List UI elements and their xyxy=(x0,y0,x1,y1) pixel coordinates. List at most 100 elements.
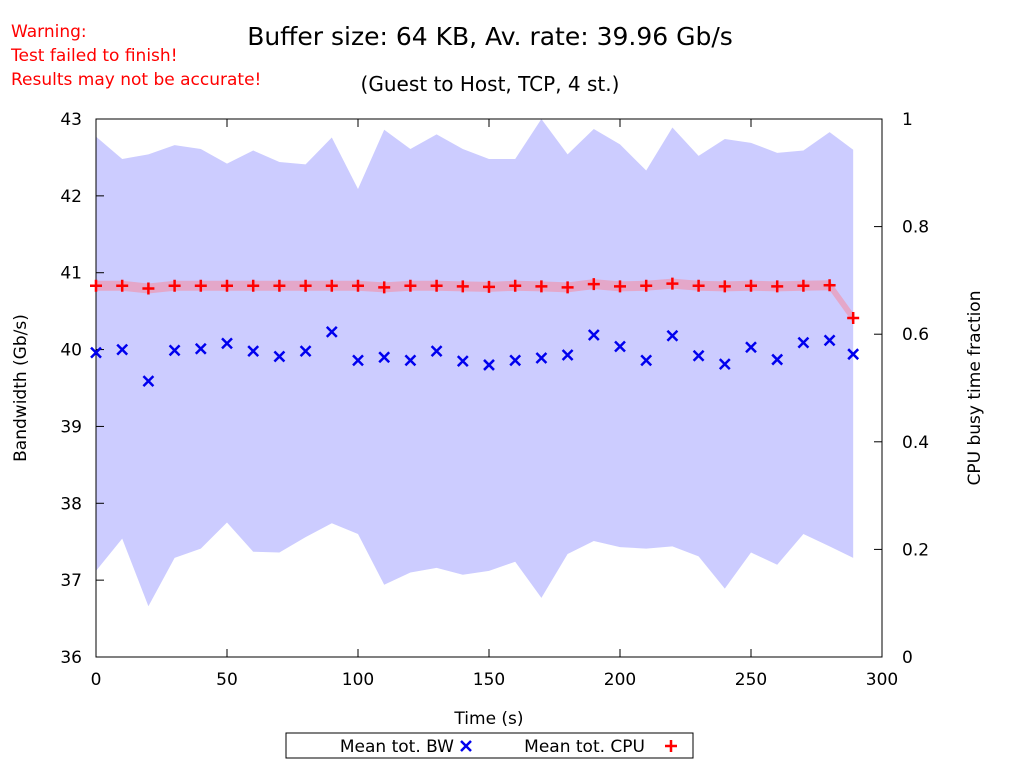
cpu-point xyxy=(90,279,102,292)
x-tick-label: 300 xyxy=(866,670,898,690)
warning-message: Warning: Test failed to finish! Results … xyxy=(11,20,261,92)
y-tick-label: 42 xyxy=(60,187,82,207)
cpu-point xyxy=(299,279,312,292)
cpu-point xyxy=(535,280,548,293)
chart-subtitle: (Guest to Host, TCP, 4 st.) xyxy=(360,72,620,96)
bw-point xyxy=(771,353,784,366)
bw-point xyxy=(90,346,102,359)
bw-point xyxy=(247,345,260,357)
bw-point xyxy=(561,349,574,361)
bandwidth-range-band xyxy=(96,119,854,607)
cpu-point xyxy=(614,280,626,293)
cpu-point xyxy=(587,278,600,291)
cpu-point xyxy=(797,279,810,292)
cpu-point xyxy=(142,282,155,295)
bw-point xyxy=(823,334,836,347)
bw-point xyxy=(718,358,731,371)
cpu-point xyxy=(823,279,836,292)
y2-tick-label: 1 xyxy=(902,110,913,130)
legend-marker-cpu xyxy=(665,740,677,752)
legend-box xyxy=(285,732,694,759)
cpu-point xyxy=(483,280,495,293)
legend-markers xyxy=(460,740,677,752)
x-axis-label: Time (s) xyxy=(453,709,523,729)
warning-line: Warning: xyxy=(11,22,87,42)
y2-tick-label: 0.6 xyxy=(902,325,929,345)
y2-tick-label: 0.4 xyxy=(902,433,929,453)
bw-point xyxy=(666,329,679,342)
bw-point xyxy=(847,348,860,361)
bw-point xyxy=(587,329,600,341)
y-tick-label: 36 xyxy=(60,648,82,668)
cpu-point xyxy=(116,279,129,292)
legend-label-bw: Mean tot. BW xyxy=(340,737,454,757)
x-tick-label: 200 xyxy=(604,670,636,690)
cpu-range-band xyxy=(96,278,854,324)
cpu-point xyxy=(718,280,731,293)
cpu-point xyxy=(430,279,443,292)
cpu-point xyxy=(352,279,364,292)
tick-layer: 0 50 100 150 200 250 300 36 37 38 39 40 41 42 43 0 0.2 0.… xyxy=(60,110,929,690)
x-tick-label: 100 xyxy=(342,670,374,690)
legend: Mean tot. BW Mean tot. CPU xyxy=(285,732,694,759)
y2-tick-label: 0 xyxy=(902,648,913,668)
chart-title: Buffer size: 64 KB, Av. rate: 39.96 Gb/s xyxy=(247,22,733,51)
bw-point xyxy=(273,350,286,363)
legend-marker-bw xyxy=(460,740,472,752)
bw-point xyxy=(456,355,469,367)
x-tick-label: 250 xyxy=(735,670,767,690)
bw-point xyxy=(378,351,391,364)
cpu-point xyxy=(847,312,860,325)
x-tick-label: 50 xyxy=(216,670,238,690)
bw-point xyxy=(142,375,155,387)
bw-point xyxy=(168,344,181,357)
bw-point xyxy=(352,354,364,367)
bw-point xyxy=(299,345,312,357)
bw-point xyxy=(640,354,653,367)
bw-point xyxy=(745,341,757,354)
cpu-point xyxy=(194,279,207,292)
cpu-point xyxy=(666,277,679,290)
legend-label-cpu: Mean tot. CPU xyxy=(524,737,645,757)
band-layer xyxy=(96,119,854,607)
y2-tick-label: 0.2 xyxy=(902,540,929,560)
cpu-point xyxy=(771,280,784,293)
bw-point xyxy=(404,354,417,367)
cpu-point xyxy=(509,279,522,292)
mark-layer xyxy=(90,277,860,387)
bw-point xyxy=(797,336,810,349)
y-tick-label: 43 xyxy=(60,110,82,130)
warning-line: Results may not be accurate! xyxy=(11,70,262,90)
y2-tick-label: 0.8 xyxy=(902,218,929,238)
bw-point xyxy=(221,337,233,350)
bw-point xyxy=(194,342,207,355)
cpu-point xyxy=(456,280,469,293)
bw-point xyxy=(614,340,626,353)
x-tick-label: 0 xyxy=(91,670,102,690)
cpu-point xyxy=(561,281,574,294)
bw-point xyxy=(692,349,705,362)
y-tick-label: 38 xyxy=(60,494,82,514)
cpu-point xyxy=(168,279,181,292)
bw-point xyxy=(483,359,495,371)
cpu-point xyxy=(378,281,391,294)
y2-axis-label: CPU busy time fraction xyxy=(965,291,985,486)
y-tick-label: 39 xyxy=(60,417,82,437)
bw-point xyxy=(116,343,129,356)
bw-point xyxy=(535,352,548,364)
y-axis-label: Bandwidth (Gb/s) xyxy=(11,314,31,462)
y-tick-label: 37 xyxy=(60,571,82,591)
cpu-point xyxy=(221,279,233,292)
bw-point xyxy=(509,354,522,367)
cpu-point xyxy=(247,279,260,292)
bw-point xyxy=(325,326,338,338)
cpu-point xyxy=(404,279,417,292)
cpu-point xyxy=(325,279,338,292)
y-tick-label: 41 xyxy=(60,264,82,284)
bw-point xyxy=(430,345,443,357)
warning-line: Test failed to finish! xyxy=(11,46,178,66)
x-tick-label: 150 xyxy=(473,670,505,690)
cpu-point xyxy=(745,279,757,292)
cpu-point xyxy=(273,279,286,292)
